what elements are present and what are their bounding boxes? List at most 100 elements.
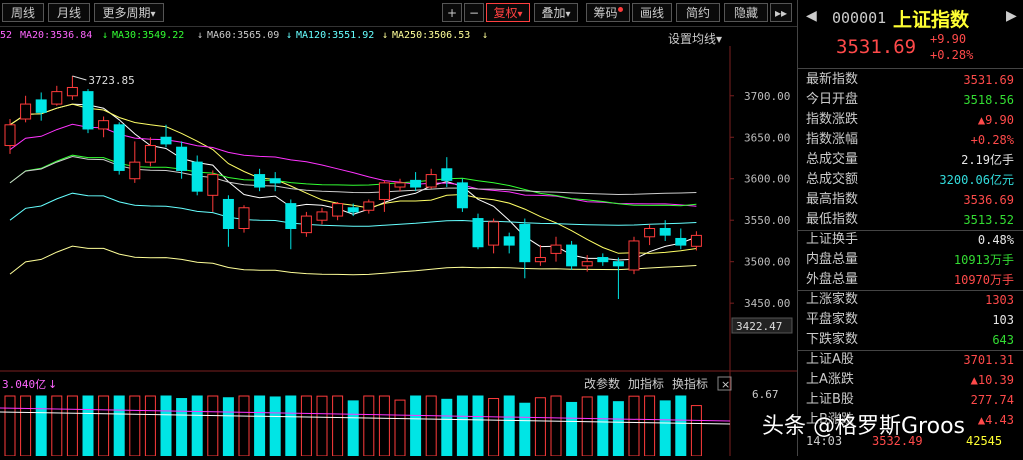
price-tick-label: 3500.00	[744, 256, 790, 269]
high-marker-line	[72, 75, 87, 81]
ma120-value: MA120:3551.92	[296, 30, 375, 41]
switch-indicator-button[interactable]: 换指标	[672, 376, 708, 391]
candle-body	[534, 257, 546, 263]
simple-mode-button[interactable]: 简约	[676, 3, 720, 22]
add-indicator-button[interactable]: 加指标	[628, 376, 664, 391]
quote-value: 1303	[985, 293, 1014, 307]
quote-value: ▲9.90	[977, 113, 1014, 127]
stock-change: +9.90	[930, 32, 967, 46]
candle-body	[644, 228, 656, 238]
more-periods-label: 更多周期	[102, 6, 151, 20]
quote-row: 平盘家数 103	[798, 310, 1018, 330]
high-marker-label: 3723.85	[88, 74, 134, 87]
volume-bar	[534, 397, 546, 457]
volume-bar	[425, 395, 437, 457]
quote-row: 上证换手 0.48%	[798, 230, 1018, 250]
volume-bar	[300, 395, 312, 457]
candle-body	[238, 207, 250, 230]
price-tick-label: 3650.00	[744, 131, 790, 144]
volume-bar	[254, 395, 266, 457]
ma250-arrow-icon: ↓	[382, 30, 389, 41]
candle-body	[160, 136, 172, 145]
close-volume-panel-button[interactable]	[717, 376, 732, 391]
price-tick-label: 3450.00	[744, 297, 790, 310]
quote-row: 最新指数 3531.69	[798, 70, 1018, 90]
candle-body	[597, 257, 609, 263]
volume-bar	[160, 395, 172, 457]
candle-body	[566, 244, 578, 267]
draw-line-button[interactable]: 画线	[632, 3, 672, 22]
period-month-button[interactable]: 月线	[48, 3, 90, 22]
moving-average-lines	[9, 103, 697, 276]
quote-row: 今日开盘 3518.56	[798, 90, 1018, 110]
ma120-arrow-icon: ↓	[286, 30, 293, 41]
candle-body	[191, 161, 203, 192]
next-stock-button[interactable]: ▶	[1006, 8, 1017, 24]
candle-body	[66, 86, 78, 97]
volume-bar	[378, 395, 390, 457]
volume-bar	[410, 395, 422, 457]
chevron-down-icon: ▾	[565, 9, 571, 20]
quote-label: 最低指数	[806, 212, 859, 227]
period-week-button[interactable]: 周线	[2, 3, 44, 22]
quote-value: 0.48%	[977, 233, 1014, 247]
quote-row: 内盘总量 10913万手	[798, 250, 1018, 270]
ma-settings-button[interactable]: 设置均线▾	[668, 30, 722, 47]
candle-body	[35, 99, 47, 113]
chart-toolbar: 周线 月线 更多周期▾ + − 复权▾ 叠加▾ 筹码 画线 简约 隐藏 ▸▸	[0, 0, 797, 27]
volume-bar	[238, 395, 250, 457]
candle-body	[222, 198, 234, 230]
volume-bar	[566, 401, 578, 457]
volume-bar	[441, 398, 453, 457]
candle-body	[269, 178, 281, 184]
quote-value: 3200.06亿元	[939, 173, 1014, 187]
chevron-down-icon: ▾	[716, 32, 723, 46]
kline-chart[interactable]: 3723.85 3700.00 3650.00 3600.00 3550.00 3500…	[0, 46, 797, 457]
candles: 3723.85	[4, 74, 702, 300]
hide-button[interactable]: 隐藏	[724, 3, 768, 22]
zoom-in-button[interactable]: +	[442, 3, 462, 22]
chips-button[interactable]: 筹码	[586, 3, 630, 22]
volume-bar	[581, 396, 593, 457]
overlay-button[interactable]: 叠加▾	[534, 3, 578, 22]
candle-body	[378, 182, 390, 200]
ma250-value: MA250:3506.53	[392, 30, 471, 41]
quote-label: 内盘总量	[806, 252, 859, 267]
expand-toolbar-button[interactable]: ▸▸	[770, 3, 792, 22]
volume-arrow-icon: ↓	[48, 378, 57, 391]
price-axis: 3700.00 3650.00 3600.00 3550.00 3500.00 3450.…	[730, 90, 793, 334]
quote-row: 上B涨跌 ▲4.43	[798, 410, 1018, 430]
volume-bar	[285, 395, 297, 457]
chart-grid	[0, 46, 797, 456]
quote-value: 3513.52	[963, 213, 1014, 227]
stock-change-pct: +0.28%	[930, 48, 974, 62]
volume-bar	[332, 395, 344, 457]
change-params-button[interactable]: 改参数	[584, 376, 620, 391]
candle-body	[4, 124, 16, 147]
volume-bar	[66, 395, 78, 457]
more-periods-button[interactable]: 更多周期▾	[94, 3, 164, 22]
quote-label: 上B涨跌	[806, 412, 854, 427]
price-tick-label: 3550.00	[744, 214, 790, 227]
stock-code: 000001	[832, 9, 887, 27]
quote-row: 上证B股 277.74	[798, 390, 1018, 410]
candle-body	[332, 203, 344, 217]
volume-bar	[597, 395, 609, 457]
ma10-line	[9, 103, 697, 254]
adjust-button[interactable]: 复权▾	[486, 3, 530, 22]
volume-bars	[0, 395, 731, 457]
candle-body	[410, 179, 422, 188]
ma-settings-label: 设置均线	[668, 32, 717, 46]
volume-bar	[191, 395, 203, 457]
candle-body	[98, 120, 110, 130]
quote-value: 3518.56	[963, 93, 1014, 107]
candle-body	[144, 145, 156, 163]
volume-bar	[51, 395, 63, 457]
candle-body	[254, 174, 266, 188]
kline-svg[interactable]: 3723.85 3700.00 3650.00 3600.00 3550.00 3500…	[0, 46, 797, 457]
row-separator	[798, 350, 1023, 351]
ma-prefix: 52	[0, 30, 13, 41]
zoom-out-button[interactable]: −	[464, 3, 484, 22]
prev-stock-button[interactable]: ◀	[806, 8, 817, 24]
ma20-value: MA20:3536.84	[20, 30, 93, 41]
